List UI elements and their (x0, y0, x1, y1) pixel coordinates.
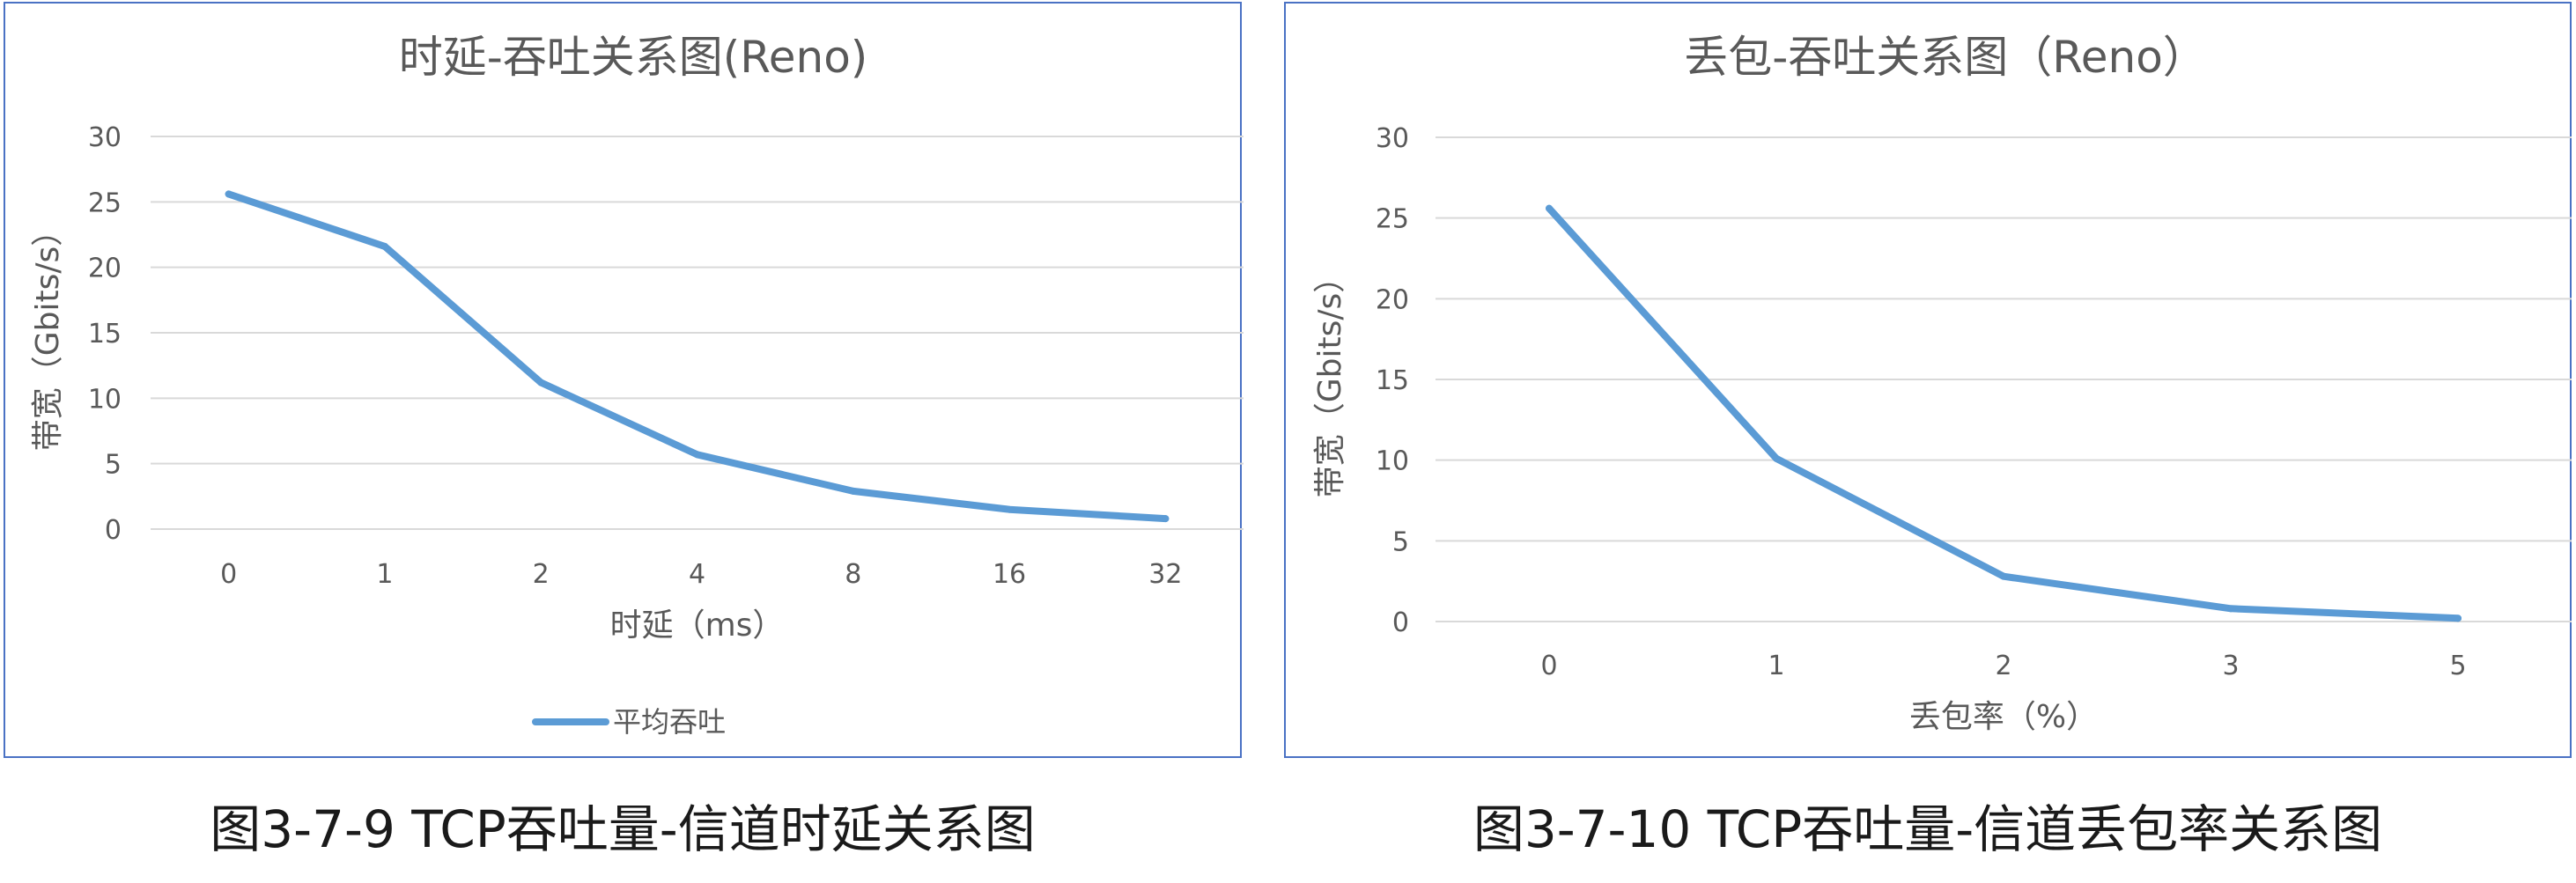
y-tick-label: 10 (1376, 446, 1409, 477)
x-tick-label: 16 (993, 559, 1026, 590)
data-point (1773, 454, 1780, 462)
x-tick-label: 1 (376, 559, 393, 590)
series-line (1546, 204, 2462, 622)
chart-panel-delay: 时延-吞吐关系图(Reno) 0 5 10 15 20 25 30 0 1 2 4 8 16 32 时延（ms… (4, 2, 1244, 758)
figure-caption-delay: 图3-7-9 TCP吞吐量-信道时延关系图 (210, 799, 1036, 859)
data-point (225, 190, 233, 198)
x-tick-label: 0 (1540, 651, 1557, 681)
x-tick-label: 8 (845, 559, 861, 590)
x-tick-label: 4 (689, 559, 705, 590)
data-point (1546, 204, 1553, 212)
x-tick-label: 2 (533, 559, 550, 590)
x-tick-label: 32 (1148, 559, 1182, 590)
y-tick-label: 25 (88, 188, 122, 218)
x-tick-label: 0 (220, 559, 237, 590)
x-tick-label: 1 (1768, 651, 1784, 681)
y-tick-label: 15 (1376, 365, 1409, 396)
y-tick-label: 5 (105, 450, 122, 481)
legend-label: 平均吞吐 (613, 705, 726, 739)
y-tick-label: 0 (105, 515, 122, 546)
y-tick-label: 15 (88, 319, 122, 350)
y-axis-label: 带宽（Gbits/s） (30, 215, 66, 452)
chart-panel-loss: 丢包-吞吐关系图（Reno） 0 5 10 15 20 25 30 0 1 2 3 5 丢包率（%） 带宽（… (1284, 2, 2572, 758)
data-point (693, 451, 701, 459)
data-point (537, 379, 545, 386)
y-tick-label: 30 (1376, 123, 1409, 154)
y-tick-label: 30 (88, 122, 122, 153)
data-point (2227, 605, 2234, 613)
y-axis-label: 带宽（Gbits/s） (1312, 261, 1348, 498)
delay-throughput-chart: 时延-吞吐关系图(Reno) 0 5 10 15 20 25 30 0 1 2 4 8 16 32 时延（ms… (30, 32, 1244, 739)
data-point (2454, 614, 2462, 622)
y-tick-label: 10 (88, 384, 122, 415)
y-tick-label: 5 (1392, 526, 1409, 557)
x-tick-label: 3 (2222, 651, 2239, 681)
chart-title: 时延-吞吐关系图(Reno) (399, 32, 868, 83)
data-point (849, 487, 857, 495)
loss-throughput-chart: 丢包-吞吐关系图（Reno） 0 5 10 15 20 25 30 0 1 2 3 5 丢包率（%） 带宽（… (1312, 32, 2572, 735)
figure-caption-loss: 图3-7-10 TCP吞吐量-信道丢包率关系图 (1473, 799, 2383, 859)
x-tick-label: 5 (2449, 651, 2466, 681)
y-tick-label: 20 (88, 254, 122, 284)
data-point (1006, 505, 1014, 513)
chart-title: 丢包-吞吐关系图（Reno） (1684, 32, 2207, 83)
x-tick-label: 2 (1995, 651, 2011, 681)
x-axis-label: 丢包率（%） (1909, 699, 2098, 735)
data-point (2000, 572, 2007, 580)
y-tick-label: 0 (1392, 607, 1409, 638)
series-line (225, 190, 1170, 523)
y-tick-label: 20 (1376, 284, 1409, 315)
data-point (380, 242, 388, 250)
y-tick-label: 25 (1376, 204, 1409, 235)
data-point (1162, 515, 1170, 523)
x-axis-label: 时延（ms） (610, 607, 785, 644)
